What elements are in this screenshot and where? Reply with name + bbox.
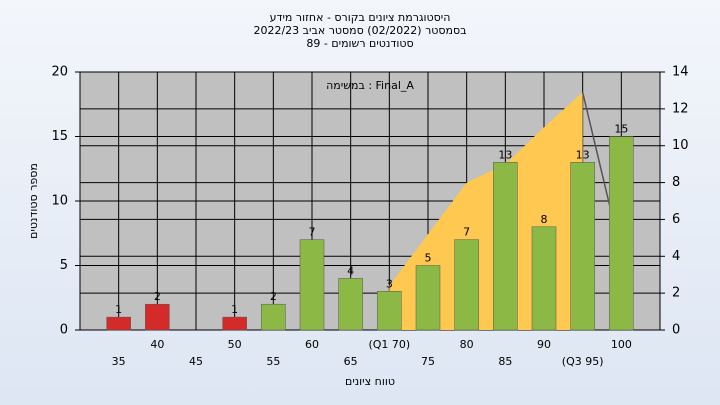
x-tick-label: 60 [305, 338, 319, 351]
data-label: 15 [614, 123, 628, 136]
y2-tick-label: 8 [672, 175, 680, 190]
bar [454, 239, 479, 331]
data-label: 1 [115, 303, 122, 316]
x-tick-label: (Q1 70) [368, 338, 410, 351]
bar [415, 265, 441, 331]
bar [222, 316, 247, 331]
y-tick-label: 15 [51, 129, 68, 144]
x-tick-label: (Q3 95) [562, 355, 604, 368]
y-tick-label: 20 [51, 65, 68, 80]
x-tick-label: 75 [421, 355, 435, 368]
data-label: 8 [541, 213, 548, 226]
bar [299, 239, 325, 331]
data-label: 3 [386, 277, 393, 290]
x-tick-label: 40 [150, 338, 164, 351]
x-tick-label: 45 [189, 355, 203, 368]
bar [106, 316, 131, 331]
data-label: 2 [154, 290, 161, 303]
data-label: 5 [425, 252, 432, 265]
x-axis-label: טווח ציונים [345, 375, 395, 388]
bar [338, 278, 363, 331]
x-tick-label: 55 [266, 355, 280, 368]
data-label: 2 [270, 290, 277, 303]
y-tick-label: 5 [60, 258, 68, 273]
y2-tick-label: 14 [672, 65, 689, 80]
bar [261, 303, 286, 331]
x-tick-label: 80 [460, 338, 474, 351]
y2-tick-label: 0 [672, 323, 680, 338]
data-label: 1 [231, 303, 238, 316]
y-tick-label: 10 [51, 194, 68, 209]
x-tick-label: 65 [344, 355, 358, 368]
chart-title: היסטוגרמת ציונים בקורס - אחזור מידע [270, 11, 451, 24]
y-tick-label: 0 [60, 323, 68, 338]
annotation: במשימה : Final_A [326, 79, 414, 92]
x-tick-label: 100 [611, 338, 632, 351]
bar [570, 162, 595, 331]
y-axis-label: מספר סטודנטים [27, 163, 40, 239]
bar [493, 162, 518, 331]
x-tick-label: 35 [112, 355, 126, 368]
data-label: 7 [463, 226, 470, 239]
x-tick-label: 50 [228, 338, 242, 351]
data-label: 13 [498, 148, 512, 161]
bar [145, 303, 170, 331]
bar [609, 136, 634, 331]
data-label: 13 [576, 148, 590, 161]
chart-subtitle: סטודנטים רשומים - 89 [306, 37, 413, 50]
data-label: 7 [309, 226, 316, 239]
y2-tick-label: 12 [672, 101, 689, 116]
y2-tick-label: 2 [672, 286, 680, 301]
data-label: 4 [347, 264, 354, 277]
bar [377, 291, 402, 331]
y2-tick-label: 10 [672, 138, 689, 153]
x-tick-label: 85 [498, 355, 512, 368]
bar [531, 226, 557, 331]
x-tick-label: 90 [537, 338, 551, 351]
chart-subtitle: בסמסטר (02/2022) סמסטר אביב 2022/23 [253, 24, 466, 37]
y2-tick-label: 4 [672, 249, 680, 264]
y2-tick-label: 6 [672, 212, 680, 227]
